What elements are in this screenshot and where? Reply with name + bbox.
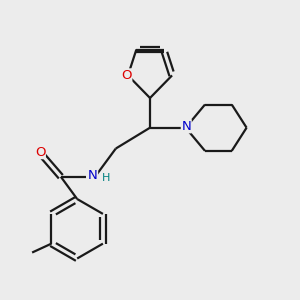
Text: H: H	[102, 173, 110, 183]
Text: O: O	[121, 69, 132, 82]
Text: N: N	[182, 120, 191, 133]
Text: N: N	[88, 169, 98, 182]
Text: O: O	[35, 146, 45, 159]
